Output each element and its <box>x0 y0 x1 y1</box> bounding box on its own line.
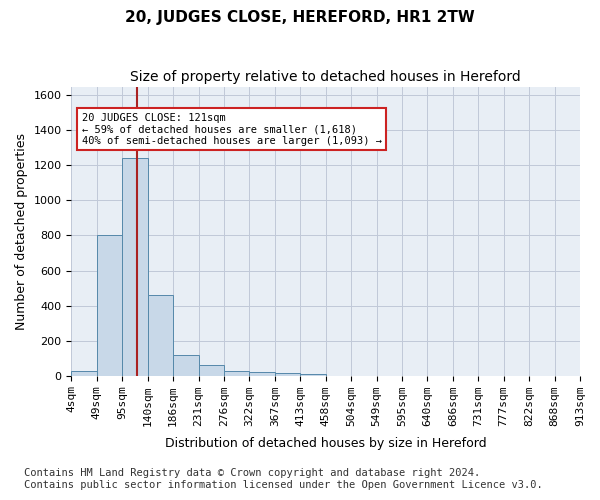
Y-axis label: Number of detached properties: Number of detached properties <box>15 132 28 330</box>
Bar <box>250 372 275 376</box>
Bar <box>224 372 250 376</box>
Bar <box>71 372 97 376</box>
Bar <box>173 354 199 376</box>
Bar <box>122 158 148 376</box>
X-axis label: Distribution of detached houses by size in Hereford: Distribution of detached houses by size … <box>165 437 487 450</box>
Title: Size of property relative to detached houses in Hereford: Size of property relative to detached ho… <box>130 70 521 84</box>
Bar <box>97 236 122 376</box>
Bar <box>300 374 326 376</box>
Text: Contains HM Land Registry data © Crown copyright and database right 2024.
Contai: Contains HM Land Registry data © Crown c… <box>24 468 543 490</box>
Text: 20, JUDGES CLOSE, HEREFORD, HR1 2TW: 20, JUDGES CLOSE, HEREFORD, HR1 2TW <box>125 10 475 25</box>
Bar <box>199 365 224 376</box>
Bar <box>275 373 300 376</box>
Text: 20 JUDGES CLOSE: 121sqm
← 59% of detached houses are smaller (1,618)
40% of semi: 20 JUDGES CLOSE: 121sqm ← 59% of detache… <box>82 112 382 146</box>
Bar <box>148 295 173 376</box>
